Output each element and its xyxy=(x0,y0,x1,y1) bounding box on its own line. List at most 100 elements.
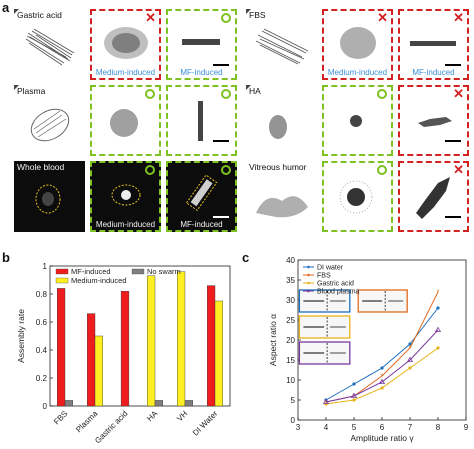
tile-blood-medium: Medium-induced xyxy=(90,161,161,232)
assembly-rate-bar-chart: 0 0.2 0.4 0.6 0.8 1 Assembly rate FBS PlasmaGast… xyxy=(16,262,231,445)
x-axis-label: Amplitude ratio γ xyxy=(350,433,414,443)
legend-swatch xyxy=(55,268,69,275)
success-circle-icon xyxy=(221,13,231,23)
y-tick-label: 0 xyxy=(43,402,48,411)
inset-image xyxy=(298,289,351,313)
tile-label-ha: HA xyxy=(249,86,261,96)
success-circle-icon xyxy=(145,165,155,175)
legend-label: Blood plasma xyxy=(317,289,360,296)
tile-plasma-mf xyxy=(166,85,237,156)
tile-gastric-raw: Gastric acid xyxy=(14,9,85,80)
tile-plasma-raw: Plasma xyxy=(14,85,85,156)
legend-swatch xyxy=(131,268,145,275)
success-circle-icon xyxy=(145,89,155,99)
series-line-blood-plasma xyxy=(325,329,439,403)
plot-frame xyxy=(49,265,231,407)
data-point xyxy=(378,378,386,384)
success-circle-icon xyxy=(221,89,231,99)
data-point xyxy=(352,382,356,386)
swarm-image xyxy=(104,27,148,59)
data-point xyxy=(408,342,412,346)
bar-mf-induced xyxy=(120,291,130,407)
tile-gastric-mf: MF-induced xyxy=(166,9,237,80)
bar-no-swarm xyxy=(154,400,164,407)
legend-marker xyxy=(307,281,310,285)
tile-label-plasma: Plasma xyxy=(17,86,46,96)
swarm-image xyxy=(410,41,456,46)
tile-blood-raw: Whole blood xyxy=(14,161,85,232)
x-tick-label: 5 xyxy=(352,423,357,432)
y-tick-label: 0 xyxy=(291,416,296,425)
tile-caption: MF-induced xyxy=(180,220,223,229)
y-tick-label: 5 xyxy=(291,396,296,405)
data-point xyxy=(380,386,384,390)
tile-label-fbs: FBS xyxy=(249,10,266,20)
swarm-image xyxy=(35,184,61,214)
tile-fbs-mf: ✕ MF-induced xyxy=(398,9,469,80)
y-tick-label: 20 xyxy=(286,336,295,345)
bar-medium-induced xyxy=(214,300,224,407)
panel-label-b: b xyxy=(2,250,10,265)
y-tick-label: 0.6 xyxy=(36,318,48,327)
swarm-image xyxy=(110,109,138,137)
swarm-image xyxy=(340,27,376,59)
swarm-image xyxy=(418,117,452,127)
swarm-image xyxy=(269,115,287,139)
tile-label-gastric-acid: Gastric acid xyxy=(17,10,62,20)
tile-ha-mf: ✕ xyxy=(398,85,469,156)
scale-bar xyxy=(213,64,229,66)
data-point xyxy=(350,392,358,398)
x-tick-label: DI Water xyxy=(191,409,220,438)
swarm-image xyxy=(25,28,75,66)
scale-bar xyxy=(213,216,229,218)
tile-blood-mf: MF-induced xyxy=(166,161,237,232)
x-tick-label: VH xyxy=(175,409,189,423)
y-tick-label: 1 xyxy=(43,262,48,271)
success-circle-icon xyxy=(221,165,231,175)
y-tick-label: 35 xyxy=(286,276,295,285)
y-tick-label: 15 xyxy=(286,356,295,365)
legend-label: Gastric acid xyxy=(317,281,354,288)
data-point: * xyxy=(409,346,412,353)
corner-marker xyxy=(14,9,19,14)
y-axis-label: Assembly rate xyxy=(16,309,26,363)
data-point xyxy=(322,398,330,404)
tile-caption: Medium-induced xyxy=(95,68,156,77)
panel-label-a: a xyxy=(2,0,10,15)
tile-label-vitreous-humor: Vitreous humor xyxy=(249,162,307,172)
x-tick-label: Plasma xyxy=(74,409,100,435)
data-point xyxy=(352,398,356,402)
swarm-image xyxy=(111,184,141,206)
x-tick-label: 6 xyxy=(380,423,385,432)
inset-image xyxy=(298,341,351,365)
swarm-image xyxy=(30,108,70,142)
tile-vitreous-medium xyxy=(322,161,393,232)
inset-image xyxy=(357,289,408,313)
fail-x-icon: ✕ xyxy=(377,10,388,25)
data-point xyxy=(436,306,440,310)
legend-label: No swarm xyxy=(147,267,181,276)
y-tick-label: 25 xyxy=(286,316,295,325)
swarm-image xyxy=(185,174,218,212)
bar-medium-induced xyxy=(176,271,186,407)
y-tick-label: 0.4 xyxy=(36,346,48,355)
y-tick-label: 30 xyxy=(286,296,295,305)
swarm-image xyxy=(350,115,362,127)
data-point: * xyxy=(437,290,440,297)
fail-x-icon: ✕ xyxy=(453,86,464,101)
scale-bar xyxy=(445,64,461,66)
data-point xyxy=(434,326,442,332)
x-tick-label: HA xyxy=(145,409,160,424)
y-tick-label: 0.8 xyxy=(36,290,48,299)
x-tick-label: 8 xyxy=(436,423,441,432)
tile-caption: Medium-induced xyxy=(327,68,388,77)
tile-caption: MF-induced xyxy=(412,68,455,77)
scale-bar xyxy=(213,140,229,142)
swarm-image xyxy=(416,177,450,219)
corner-marker xyxy=(14,85,19,90)
x-tick-label: Gastric acid xyxy=(93,409,129,445)
swarm-image xyxy=(256,196,308,218)
y-tick-label: 0.2 xyxy=(36,374,48,383)
tile-ha-raw: HA xyxy=(246,85,317,156)
swarm-image xyxy=(255,28,309,65)
